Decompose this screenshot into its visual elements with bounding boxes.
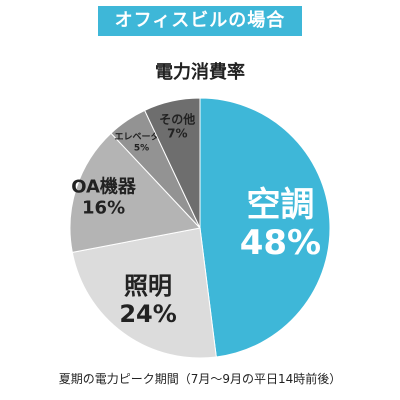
slice-label-4: その他 — [159, 112, 195, 127]
slice-value-4: 7% — [167, 127, 187, 141]
pie-slice-0 — [199, 97, 331, 358]
pie-slice-2 — [69, 132, 201, 253]
slice-label-0: 空調 — [246, 185, 314, 225]
slice-label-1: 照明 — [124, 272, 172, 300]
pie-slice-4 — [143, 97, 201, 229]
slice-value-3: 5% — [134, 144, 149, 154]
header-banner: オフィスビルの場合 — [98, 6, 302, 36]
chart-caption: 夏期の電力ピーク期間（7月〜9月の平日14時前後） — [58, 372, 342, 386]
slice-value-1: 24% — [119, 300, 176, 328]
pie-slice-1 — [71, 227, 217, 359]
slice-label-2: OA機器 — [71, 175, 137, 197]
slice-value-2: 16% — [82, 197, 125, 218]
slice-value-0: 48% — [240, 223, 321, 263]
chart-title: 電力消費率 — [155, 62, 245, 83]
